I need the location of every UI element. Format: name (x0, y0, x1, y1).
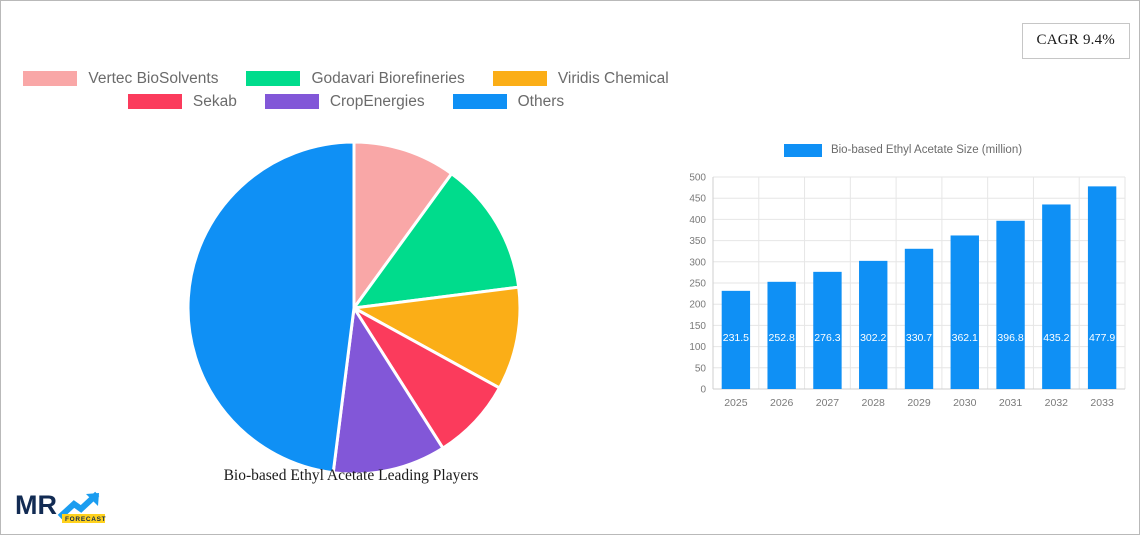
legend-swatch-icon (783, 144, 822, 157)
legend-item-viridis-chemical[interactable]: Viridis Chemical (492, 70, 669, 87)
bar-value-label: 330.7 (906, 332, 932, 344)
legend-item-vertec-biosolvents[interactable]: Vertec BioSolvents (23, 71, 218, 87)
x-axis-tick-label: 2027 (816, 397, 840, 409)
x-axis-tick-label: 2032 (1045, 397, 1069, 409)
legend-label: Vertec BioSolvents (88, 70, 219, 87)
bar-value-label: 231.5 (723, 332, 749, 344)
trend-arrow-icon (57, 491, 100, 520)
cagr-badge: CAGR 9.4% (1021, 23, 1130, 59)
x-axis-tick-label: 2025 (724, 397, 748, 409)
y-axis-tick-label: 200 (689, 300, 706, 311)
pie-slice-viridis-chemical[interactable] (349, 285, 521, 391)
y-axis-tick-label: 150 (689, 321, 706, 332)
bar-chart-x-axis: 2025 2026 2027 2028 2029 2030 2031 2032 2033 (724, 397, 1114, 409)
y-axis-tick-label: 500 (689, 173, 706, 184)
pie-slice-godavari-biorefineries[interactable] (350, 171, 521, 310)
pie-chart-title: Bio-based Ethyl Acetate Leading Players (223, 467, 479, 484)
bar-value-label: 302.2 (860, 332, 886, 344)
legend-label: Sekab (192, 92, 237, 110)
bar-chart-panel: Bio-based Ethyl Acetate Size (million) 0… (677, 144, 1129, 414)
legend-item-others[interactable]: Others (452, 92, 565, 110)
legend-label: Bio-based Ethyl Acetate Size (million) (830, 143, 1023, 156)
legend-swatch-icon (23, 71, 78, 87)
pie-legend: Vertec BioSolvents Godavari Biorefinerie… (1, 71, 691, 116)
pie-slice-others[interactable] (187, 141, 356, 475)
bar-value-label: 252.8 (769, 332, 795, 344)
legend-label: Godavari Biorefineries (311, 70, 465, 87)
bar-value-label: 276.3 (814, 332, 840, 344)
bar-value-label: 477.9 (1089, 332, 1115, 344)
logo-banner-bg (62, 514, 105, 523)
y-axis-tick-label: 100 (689, 342, 706, 353)
bar-2025[interactable] (721, 290, 751, 389)
legend-swatch-icon (492, 71, 547, 87)
x-axis-tick-label: 2028 (862, 397, 886, 409)
legend-label: Viridis Chemical (557, 70, 669, 87)
y-axis-tick-label: 400 (689, 215, 706, 226)
y-axis-tick-label: 450 (689, 194, 706, 205)
x-axis-tick-label: 2029 (907, 397, 931, 409)
bar-chart-y-axis: 0 50 100 150 200 250 300 350 400 450 500 (689, 173, 706, 396)
logo-banner-text: FORECAST (65, 516, 106, 523)
bar-2032[interactable] (1042, 204, 1071, 389)
legend-label: Others (517, 92, 565, 110)
pie-slice-vertec-biosolvents[interactable] (352, 141, 454, 313)
legend-item-godavari-biorefineries[interactable]: Godavari Biorefineries (246, 70, 465, 87)
bar-2028[interactable] (859, 260, 888, 389)
legend-swatch-icon (246, 71, 301, 87)
x-axis-tick-label: 2031 (999, 397, 1023, 409)
pie-legend-row: Sekab CropEnergies Others (1, 92, 691, 110)
bar-value-label: 396.8 (997, 332, 1023, 344)
bar-2030[interactable] (950, 235, 979, 389)
bar-2031[interactable] (996, 220, 1025, 389)
logo-mark-text: MR (15, 490, 57, 520)
bar-value-label: 435.2 (1043, 332, 1069, 344)
mr-forecast-logo: MR FORECAST (15, 488, 107, 524)
pie-slice-group (187, 141, 521, 475)
y-axis-tick-label: 350 (689, 236, 706, 247)
legend-item-sekab[interactable]: Sekab (127, 92, 237, 110)
legend-item-cropenergies[interactable]: CropEnergies (264, 92, 425, 110)
pie-legend-row: Vertec BioSolvents Godavari Biorefinerie… (1, 71, 691, 87)
pie-slice-cropenergies[interactable] (331, 303, 446, 475)
bar-2026[interactable] (767, 281, 796, 389)
trend-arrow-head-icon (86, 493, 99, 506)
bar-chart-svg: 0 50 100 150 200 250 300 350 400 450 500 231.5 252.… (689, 173, 1126, 409)
x-axis-tick-label: 2033 (1090, 397, 1114, 409)
bar-2033[interactable] (1087, 186, 1117, 389)
legend-swatch-icon (452, 93, 507, 109)
bar-2027[interactable] (813, 271, 842, 389)
pie-chart-svg (187, 141, 521, 475)
bar-chart-legend[interactable]: Bio-based Ethyl Acetate Size (million) (677, 144, 1129, 157)
y-axis-tick-label: 0 (700, 385, 706, 396)
x-axis-tick-label: 2030 (953, 397, 977, 409)
x-axis-tick-label: 2026 (770, 397, 794, 409)
pie-chart (187, 141, 521, 475)
y-axis-tick-label: 50 (695, 363, 707, 374)
bar-value-label: 362.1 (952, 332, 978, 344)
logo-svg: MR FORECAST (15, 490, 106, 523)
legend-label: CropEnergies (329, 92, 425, 110)
bar-2029[interactable] (904, 248, 934, 389)
y-axis-tick-label: 250 (689, 279, 706, 290)
legend-swatch-icon (127, 93, 182, 109)
bar-chart-bars: 231.5 252.8 276.3 302.2 330.7 362.1 396.8 435.2… (721, 186, 1117, 389)
y-axis-tick-label: 300 (689, 257, 706, 268)
legend-swatch-icon (264, 93, 319, 109)
